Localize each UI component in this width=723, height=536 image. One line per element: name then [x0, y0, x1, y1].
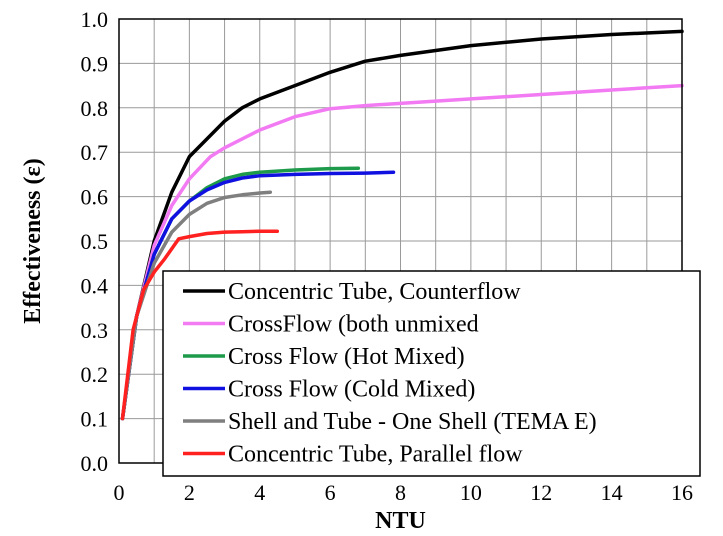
x-tick-labels: 0 2 4 6 8 10 12 14 16 [114, 480, 694, 505]
legend-entry: Cross Flow (Cold Mixed) [228, 377, 475, 403]
x-tick-label: 12 [530, 480, 552, 505]
y-tick-label: 1.0 [81, 7, 109, 32]
y-axis-label: Effectiveness (ε) [20, 158, 46, 324]
x-tick-label: 2 [184, 480, 195, 505]
legend-entry: Shell and Tube - One Shell (TEMA E) [228, 409, 597, 435]
y-tick-label: 0.9 [81, 51, 109, 76]
series-line-concentric-tube-parallel-flow [120, 229, 280, 421]
legend-entry: Concentric Tube, Parallel flow [228, 442, 523, 468]
legend-entry: Cross Flow (Hot Mixed) [228, 344, 465, 370]
x-tick-label: 8 [395, 480, 406, 505]
legend-entry: Concentric Tube, Counterflow [228, 279, 521, 305]
x-tick-label: 14 [601, 480, 623, 505]
series-line-concentric-tube-counterflow [120, 29, 684, 421]
legend: Concentric Tube, Counterflow CrossFlow (b… [162, 270, 701, 477]
y-tick-label: 0.1 [81, 407, 109, 432]
series-line-cross-flow-cold-mixed [120, 170, 396, 421]
y-tick-label: 0.2 [81, 362, 109, 387]
y-tick-label: 0.4 [81, 273, 109, 298]
series-line-crossflow-both-unmixed [120, 83, 684, 421]
y-tick-label: 0.7 [81, 140, 109, 165]
y-tick-labels: 0.0 0.1 0.2 0.3 0.4 0.5 0.6 0.7 0.8 0.9 1.0 [81, 7, 109, 476]
y-tick-label: 0.6 [81, 185, 109, 210]
y-tick-label: 0.0 [81, 451, 109, 476]
y-tick-label: 0.8 [81, 96, 109, 121]
y-tick-label: 0.3 [81, 318, 109, 343]
x-tick-label: 16 [671, 480, 693, 505]
series-lines [120, 29, 684, 421]
legend-box [162, 270, 701, 477]
x-tick-label: 6 [325, 480, 336, 505]
x-axis-label: NTU [375, 508, 426, 534]
x-tick-label: 10 [460, 480, 482, 505]
x-tick-label: 0 [114, 480, 125, 505]
y-tick-label: 0.5 [81, 229, 109, 254]
x-tick-label: 4 [254, 480, 265, 505]
legend-entry: CrossFlow (both unmixed [228, 312, 479, 338]
